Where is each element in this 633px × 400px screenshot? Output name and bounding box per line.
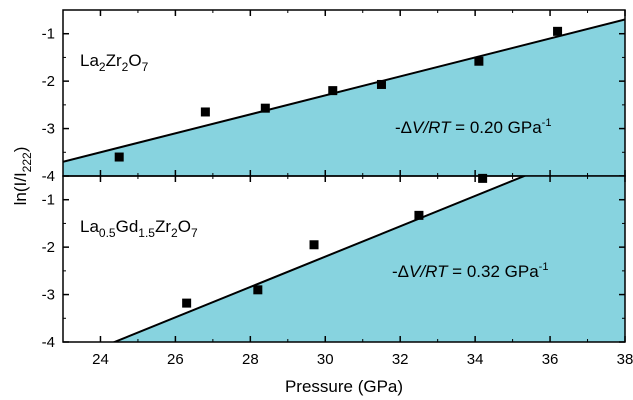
fit-line (63, 18, 625, 163)
data-point (253, 285, 263, 295)
panel-top: -4 -3 -2 -1 La2Zr2O7 -ΔV/RT = 0.20 GPa-1 (42, 9, 626, 185)
sample-label: La0.5Gd1.5Zr2O7 (80, 217, 198, 240)
data-point (309, 240, 319, 250)
y-tick-label: -2 (42, 239, 55, 256)
data-point (553, 26, 563, 36)
x-tick-label: 26 (167, 351, 184, 368)
data-point (474, 56, 484, 66)
y-tick-label: -4 (42, 334, 55, 351)
x-tick-label: 28 (242, 351, 259, 368)
x-tick-label: 24 (92, 351, 109, 368)
x-tick-label: 30 (317, 351, 334, 368)
x-tick-label: 32 (392, 351, 409, 368)
y-tick-label: -3 (42, 121, 55, 138)
data-point (478, 173, 488, 183)
x-tick-label: 38 (617, 351, 633, 368)
y-axis-title: ln(I/I222) (11, 147, 34, 206)
y-tick-label: -3 (42, 287, 55, 304)
data-point (260, 103, 270, 113)
fit-fill-region (63, 176, 625, 342)
data-point (328, 86, 338, 96)
fit-line (111, 176, 527, 342)
x-axis-title: Pressure (GPa) (285, 377, 403, 396)
data-point (114, 152, 124, 162)
data-point (376, 79, 386, 89)
data-point (182, 298, 192, 308)
x-tick-label: 34 (467, 351, 484, 368)
slope-annotation: -ΔV/RT = 0.32 GPa-1 (392, 261, 548, 281)
sample-label: La2Zr2O7 (80, 51, 149, 74)
y-tick-label: -1 (42, 192, 55, 209)
y-tick-label: -2 (42, 73, 55, 90)
panel-frame (62, 175, 626, 343)
data-point (200, 107, 210, 117)
slope-annotation: -ΔV/RT = 0.20 GPa-1 (395, 117, 551, 137)
x-tick-label: 36 (542, 351, 559, 368)
panel-bottom: -4 -3 -2 -1 La0.5Gd1.5Zr2O7 -ΔV/RT = 0.32 GPa… (42, 173, 626, 351)
y-tick-label: -1 (42, 26, 55, 43)
data-point (414, 210, 424, 220)
fit-fill-region (63, 19, 625, 176)
y-tick-label: -4 (42, 168, 55, 185)
